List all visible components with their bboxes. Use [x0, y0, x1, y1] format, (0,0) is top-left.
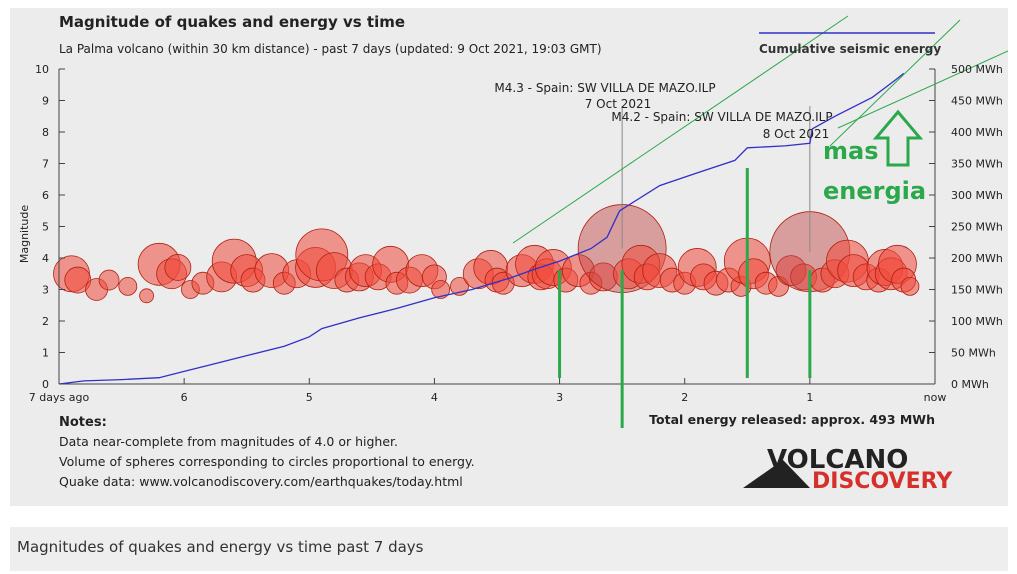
- annotation-1-date: 7 Oct 2021: [585, 97, 652, 111]
- x-tick-label: 7 days ago: [29, 391, 90, 404]
- caption-text: Magnitudes of quakes and energy vs time …: [17, 538, 424, 556]
- quake-bubble: [139, 288, 155, 304]
- y2-tick-label: 200 MWh: [951, 252, 1003, 265]
- y2-tick-label: 100 MWh: [951, 315, 1003, 328]
- x-tick-label: 1: [806, 391, 813, 404]
- x-tick-label: 3: [556, 391, 563, 404]
- x-tick-label: 6: [181, 391, 188, 404]
- energy-curve: [58, 72, 905, 385]
- y2-tick-label: 450 MWh: [951, 95, 1003, 108]
- chart-subtitle: La Palma volcano (within 30 km distance)…: [59, 42, 602, 56]
- quake-bubble: [164, 254, 192, 281]
- logo-line2: DISCOVERY: [812, 469, 953, 494]
- y2-tick-label: 250 MWh: [951, 221, 1003, 234]
- quake-bubbles: [53, 204, 920, 304]
- y2-tick-label: 350 MWh: [951, 158, 1003, 171]
- notes-line: Data near-complete from magnitudes of 4.…: [59, 434, 398, 449]
- y-axis-label: Magnitude: [18, 205, 31, 264]
- annotation-lines: [621, 106, 811, 252]
- y-tick-label: 1: [42, 347, 49, 360]
- trend-line: [512, 15, 849, 244]
- y2-tick-label: 400 MWh: [951, 126, 1003, 139]
- y-tick-label: 7: [42, 158, 49, 171]
- logo-volcano-shape: [743, 460, 810, 488]
- y-tick-label: 6: [42, 189, 49, 202]
- trend-line: [837, 50, 1008, 129]
- y2-tick-label: 0 MWh: [951, 378, 989, 391]
- quake-bubble: [118, 276, 138, 296]
- x-tick-label: 2: [681, 391, 688, 404]
- overlay-label-mas: mas: [823, 137, 879, 165]
- y-tick-label: 10: [35, 63, 49, 76]
- x-tick-label: 4: [431, 391, 438, 404]
- overlay-label-energia: energia: [823, 177, 926, 205]
- y-tick-label: 3: [42, 284, 49, 297]
- y-tick-label: 8: [42, 126, 49, 139]
- notes-heading: Notes:: [59, 415, 107, 430]
- axes: [58, 68, 936, 385]
- x-tick-label: 5: [306, 391, 313, 404]
- caption-bar: Magnitudes of quakes and energy vs time …: [10, 527, 1008, 571]
- quake-bubble: [98, 269, 120, 291]
- total-energy: Total energy released: approx. 493 MWh: [649, 412, 935, 427]
- annotation-2-date: 8 Oct 2021: [763, 127, 830, 141]
- notes-line: Quake data: www.volcanodiscovery.com/ear…: [59, 474, 463, 489]
- chart-title: Magnitude of quakes and energy vs time: [59, 13, 405, 31]
- y-tick-label: 5: [42, 221, 49, 234]
- y2-tick-label: 150 MWh: [951, 284, 1003, 297]
- up-arrow-icon: [872, 109, 924, 167]
- chart-panel: mas energia 0 1 2 3 4 5 6 7 8 9 10 0 MWh 50 MWh 100 MW…: [10, 8, 1008, 506]
- x-tick-label: now: [924, 391, 947, 404]
- y-tick-label: 9: [42, 95, 49, 108]
- cumulative-energy-line: [58, 72, 905, 385]
- legend-label: Cumulative seismic energy: [759, 42, 941, 56]
- y-tick-label: 0: [42, 378, 49, 391]
- notes-line: Volume of spheres corresponding to circl…: [59, 454, 475, 469]
- y2-tick-label: 50 MWh: [951, 347, 996, 360]
- y-tick-label: 2: [42, 315, 49, 328]
- green-overlay: mas energia: [512, 15, 1008, 428]
- logo-line1: VOLCANO: [767, 445, 908, 475]
- trend-line: [829, 19, 961, 147]
- quake-bubble: [900, 276, 920, 296]
- annotation-1-title: M4.3 - Spain: SW VILLA DE MAZO.ILP: [494, 81, 715, 95]
- quake-bubble: [431, 280, 451, 299]
- y-tick-label: 4: [42, 252, 49, 265]
- y2-tick-label: 300 MWh: [951, 189, 1003, 202]
- annotation-2-title: M4.2 - Spain: SW VILLA DE MAZO.ILP: [611, 110, 832, 124]
- y2-tick-label: 500 MWh: [951, 63, 1003, 76]
